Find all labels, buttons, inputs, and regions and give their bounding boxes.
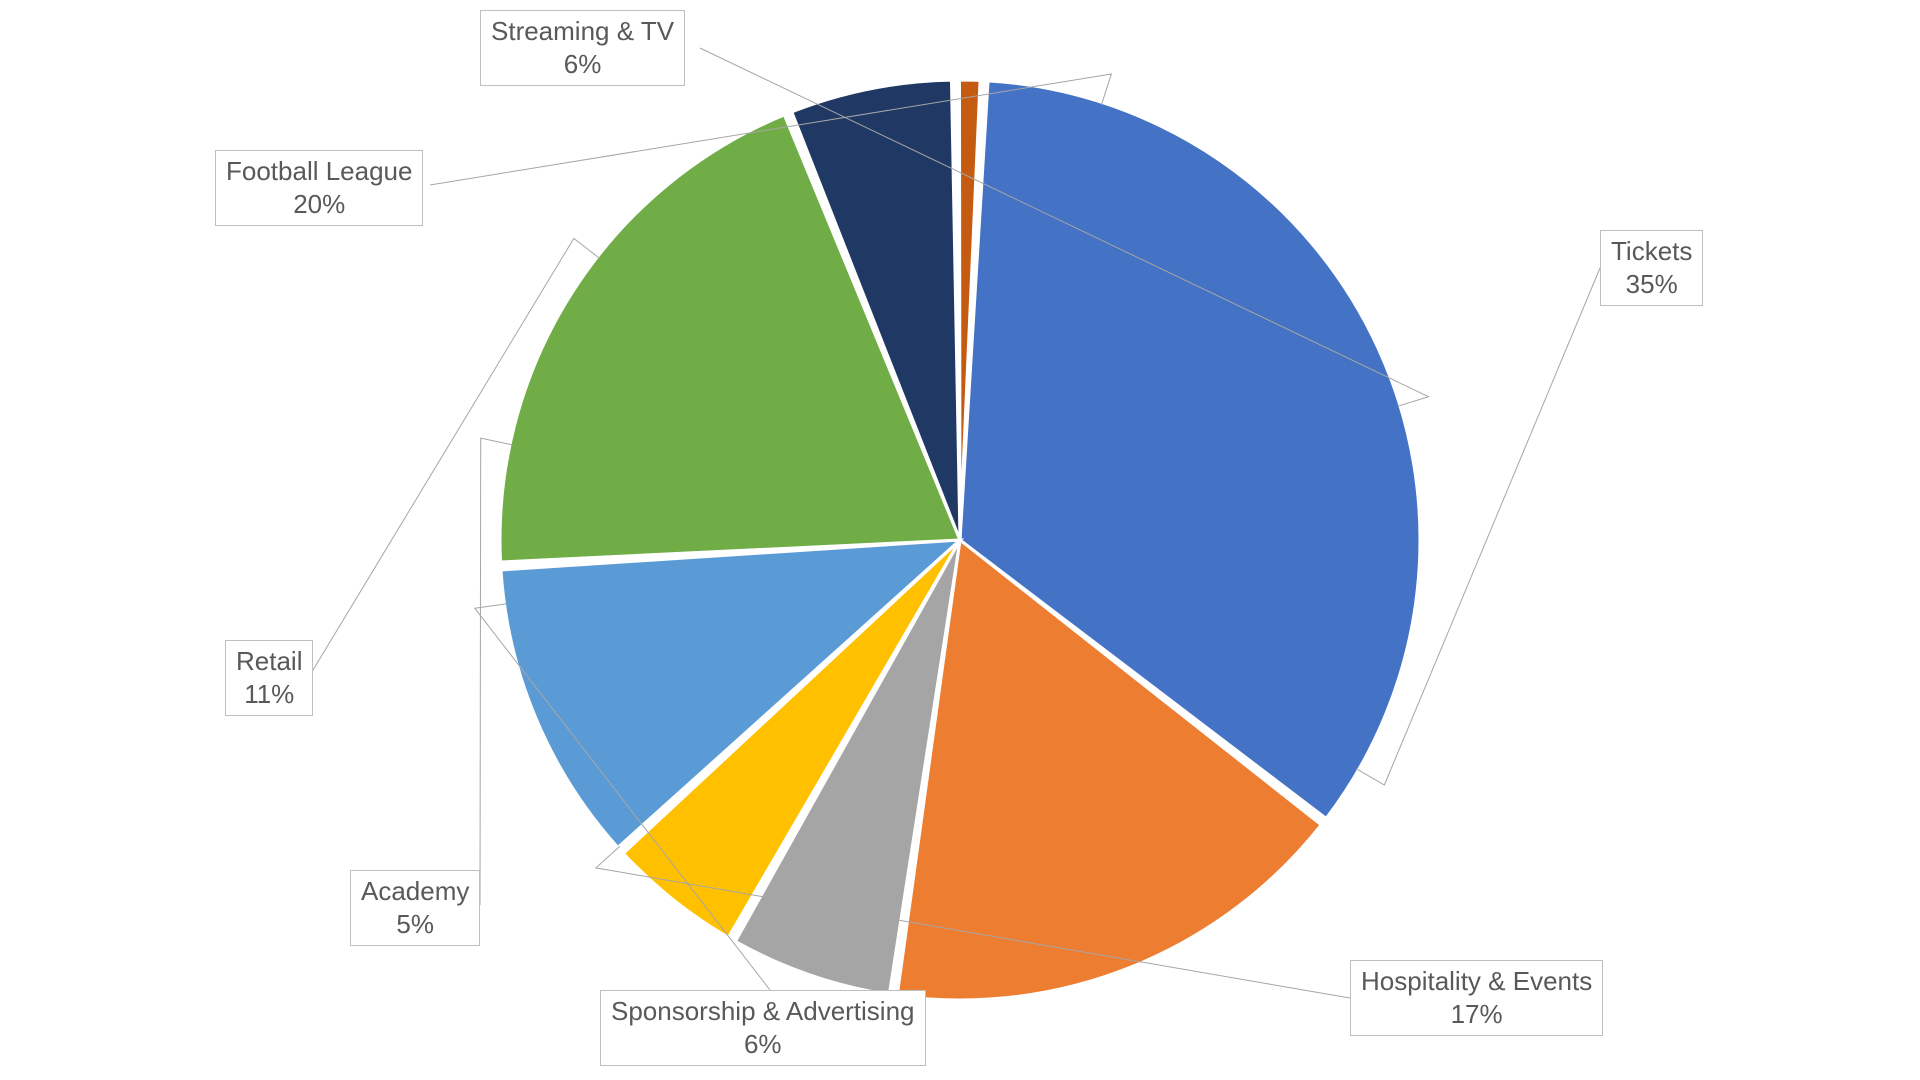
slice-label-name: Streaming & TV	[491, 15, 674, 48]
slice-label-name: Sponsorship & Advertising	[611, 995, 915, 1028]
slice-label-name: Tickets	[1611, 235, 1692, 268]
slice-label-name: Academy	[361, 875, 469, 908]
pie-chart: Tickets35% Hospitality & Events17% Sponsor…	[0, 0, 1920, 1080]
slice-label-pct: 20%	[226, 188, 412, 221]
pie-slices	[500, 80, 1420, 1000]
slice-label-name: Football League	[226, 155, 412, 188]
slice-label: Sponsorship & Advertising6%	[600, 990, 926, 1066]
slice-label-pct: 35%	[1611, 268, 1692, 301]
slice-label: Hospitality & Events17%	[1350, 960, 1603, 1036]
slice-label: Retail11%	[225, 640, 313, 716]
slice-label-name: Retail	[236, 645, 302, 678]
slice-label-pct: 6%	[611, 1028, 915, 1061]
slice-label-pct: 6%	[491, 48, 674, 81]
slice-label: Academy5%	[350, 870, 480, 946]
slice-label: Streaming & TV6%	[480, 10, 685, 86]
slice-label-pct: 11%	[236, 678, 302, 711]
slice-label: Football League20%	[215, 150, 423, 226]
slice-label-name: Hospitality & Events	[1361, 965, 1592, 998]
slice-label-pct: 5%	[361, 908, 469, 941]
slice-label-pct: 17%	[1361, 998, 1592, 1031]
slice-label: Tickets35%	[1600, 230, 1703, 306]
